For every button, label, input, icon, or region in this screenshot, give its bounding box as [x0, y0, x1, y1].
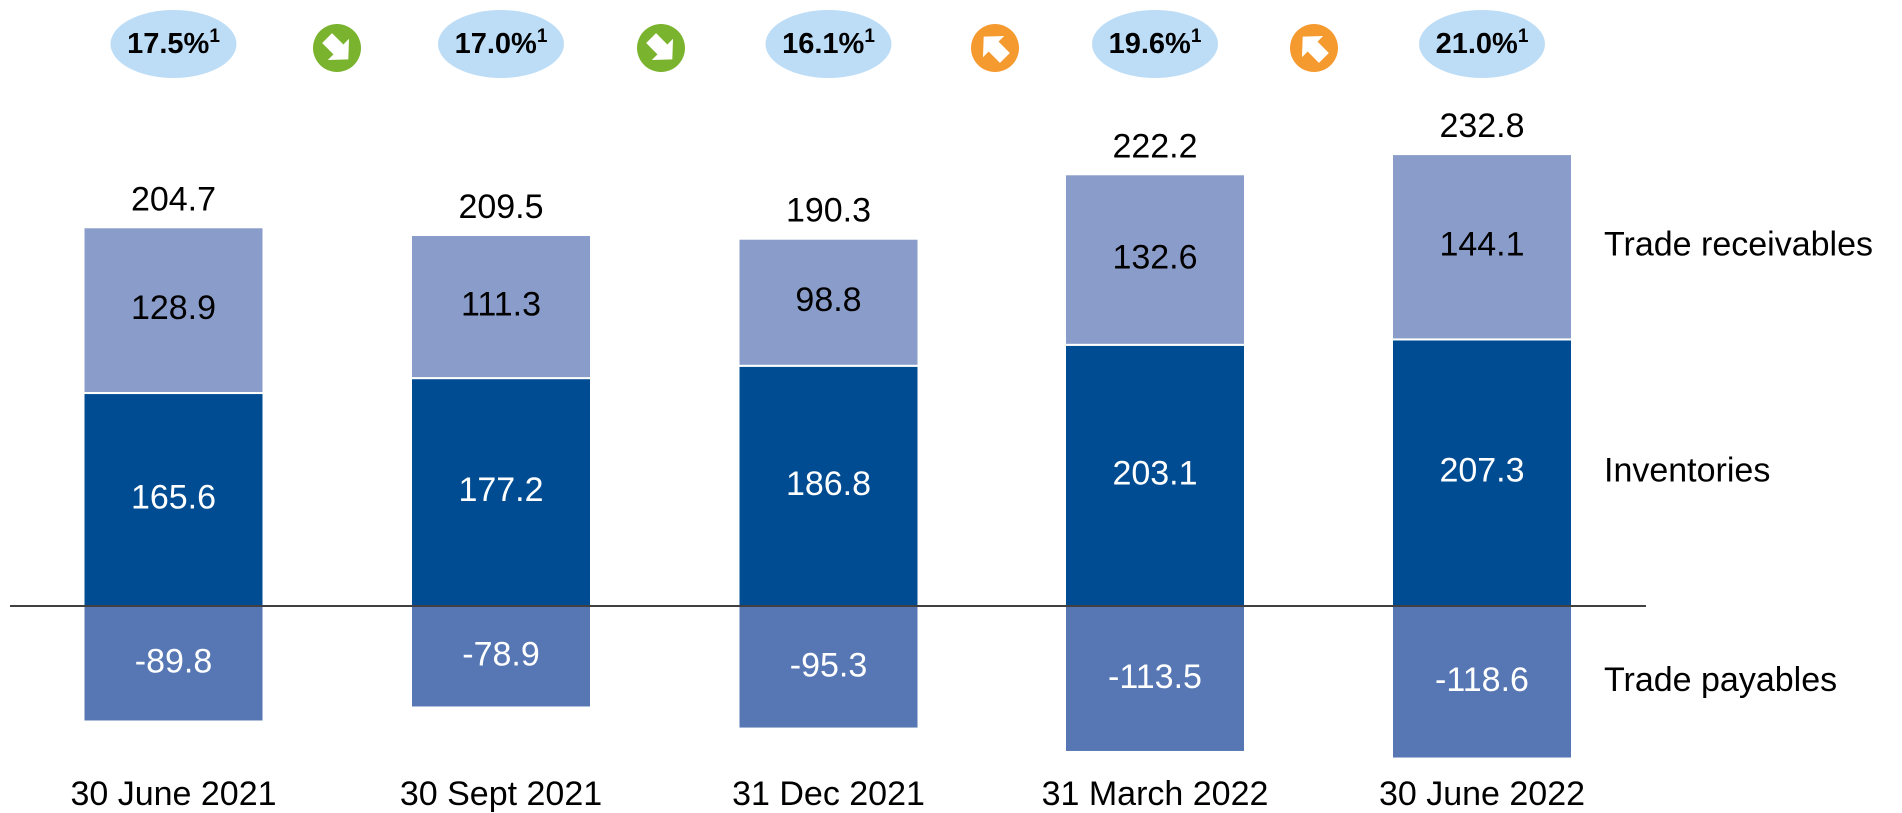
badge	[765, 10, 892, 78]
value-label: -118.6	[1435, 661, 1529, 699]
trend-arrow	[1290, 23, 1338, 72]
category-label: 31 March 2022	[1042, 775, 1269, 813]
value-label: 177.2	[458, 471, 543, 509]
badge-value: 17.5%	[127, 28, 209, 60]
bar-segment	[82, 392, 265, 607]
badge-text: 19.6%1	[1109, 26, 1202, 60]
trend-glyph	[1301, 35, 1329, 63]
badge-value: 16.1%	[782, 28, 864, 60]
value-label: 128.9	[131, 289, 216, 327]
badge	[438, 10, 564, 78]
trend-glyph	[646, 33, 674, 61]
bar-segment	[1064, 343, 1246, 607]
value-label: 186.8	[786, 465, 871, 503]
total-label: 204.7	[131, 180, 216, 218]
bar-segment	[737, 237, 920, 367]
badge	[1092, 10, 1218, 78]
value-label: -78.9	[462, 636, 540, 674]
bar-segment	[410, 233, 592, 380]
badge	[1419, 10, 1545, 78]
trend-glyph	[982, 35, 1010, 63]
bar-segment	[1391, 338, 1573, 607]
value-label: -113.5	[1108, 658, 1202, 696]
value-label: 111.3	[461, 286, 541, 324]
badge-footnote: 1	[537, 26, 548, 47]
category-label: 30 Sept 2021	[400, 775, 602, 813]
value-label: 132.6	[1112, 239, 1197, 277]
trend-arrow	[637, 23, 685, 72]
value-label: 165.6	[131, 479, 216, 517]
total-label: 222.2	[1112, 127, 1197, 165]
category-label: 30 June 2022	[1379, 775, 1585, 813]
legend-label: Trade payables	[1604, 661, 1837, 699]
badge-value: 17.0%	[455, 28, 537, 60]
bar-segment	[1391, 153, 1573, 341]
bar-segment	[737, 364, 920, 607]
bar-segment	[737, 605, 920, 730]
trend-glyph	[322, 33, 350, 61]
badge-footnote: 1	[1191, 26, 1202, 47]
badge-text: 17.5%1	[127, 26, 220, 60]
value-label: -95.3	[790, 646, 868, 684]
bar-segment	[1064, 605, 1246, 753]
bar-segment	[410, 605, 592, 709]
value-label: 203.1	[1112, 454, 1197, 492]
total-label: 209.5	[458, 188, 543, 226]
bar-segment	[410, 377, 592, 607]
trend-arrow	[971, 23, 1019, 72]
total-label: 232.8	[1439, 107, 1524, 145]
badge-text: 21.0%1	[1436, 26, 1529, 60]
legend-label: Trade receivables	[1604, 226, 1873, 264]
badge-footnote: 1	[1518, 26, 1529, 47]
value-label: -89.8	[135, 643, 213, 681]
badge-value: 19.6%	[1109, 28, 1191, 60]
badge-text: 17.0%1	[455, 26, 548, 60]
category-label: 31 Dec 2021	[732, 775, 925, 813]
legend-label: Inventories	[1604, 452, 1770, 490]
badge-text: 16.1%1	[782, 26, 875, 60]
category-label: 30 June 2021	[70, 775, 276, 813]
value-label: 144.1	[1439, 226, 1524, 264]
value-label: 207.3	[1439, 452, 1524, 490]
badge-value: 21.0%	[1436, 28, 1518, 60]
total-label: 190.3	[786, 192, 871, 230]
badge	[110, 10, 237, 78]
bar-segment	[82, 226, 265, 395]
bar-segment	[1064, 173, 1246, 346]
badge-footnote: 1	[864, 26, 875, 47]
trend-arrow	[313, 23, 361, 72]
badge-footnote: 1	[209, 26, 220, 47]
value-label: 98.8	[795, 281, 861, 319]
